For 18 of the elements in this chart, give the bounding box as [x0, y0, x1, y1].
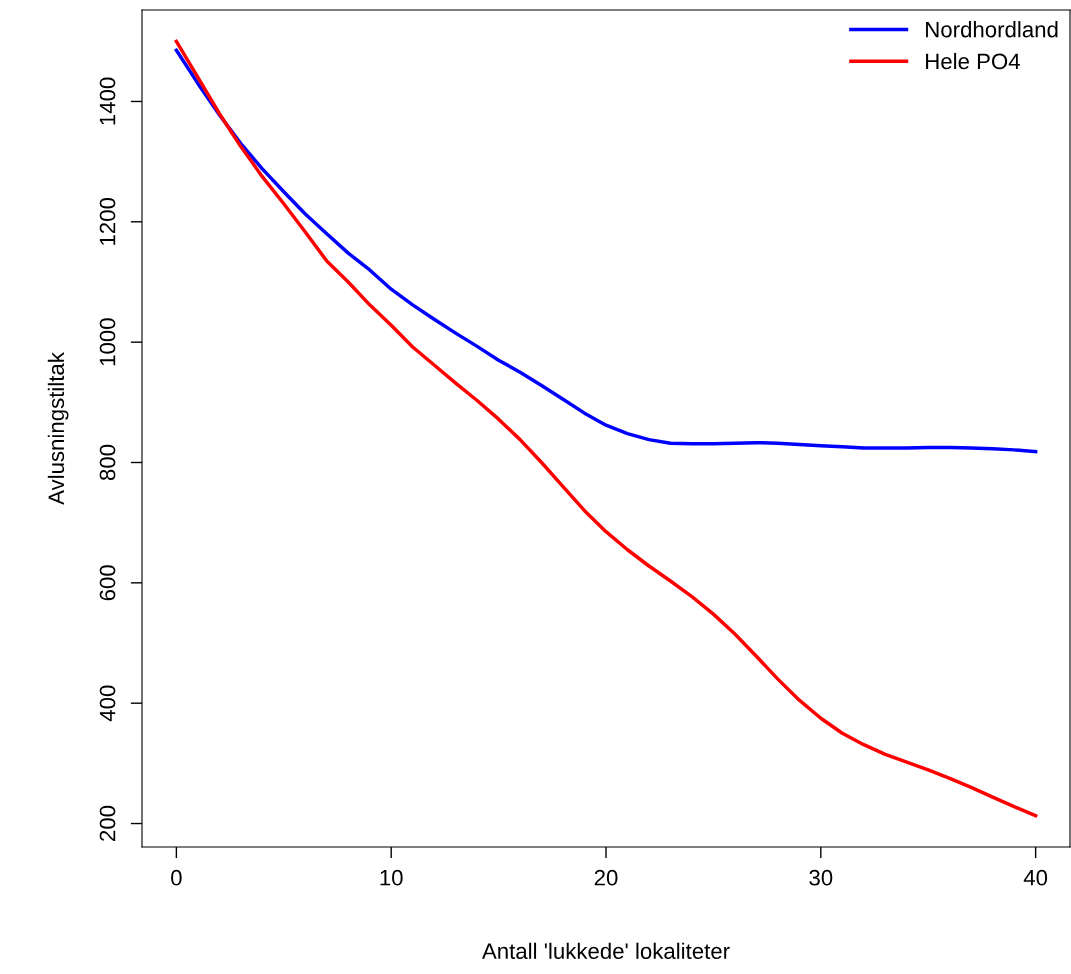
y-tick-label: 1400 — [99, 77, 116, 125]
x-tick-label: 30 — [809, 869, 833, 886]
x-tick-label: 20 — [594, 869, 618, 886]
y-tick-label: 200 — [99, 805, 116, 841]
line-series — [174, 39, 1038, 818]
legend-label: Hele PO4 — [926, 52, 1020, 70]
y-tick-label: 400 — [99, 685, 116, 722]
y-tick-label: 1200 — [99, 197, 116, 245]
y-tick-label: 1000 — [99, 318, 116, 366]
x-tick-label: 0 — [171, 869, 182, 886]
x-tick-label: 10 — [380, 869, 403, 886]
legend-label: Nordhordland — [926, 21, 1058, 38]
y-tick-label: 800 — [99, 444, 116, 481]
y-tick-label: 600 — [99, 565, 116, 601]
line-series — [174, 48, 1038, 454]
y-axis-title: Avlusningstiltak — [47, 352, 69, 505]
x-tick-label: 40 — [1023, 869, 1048, 886]
x-axis-title: Antall 'lukkede' lokaliteter — [481, 942, 730, 960]
